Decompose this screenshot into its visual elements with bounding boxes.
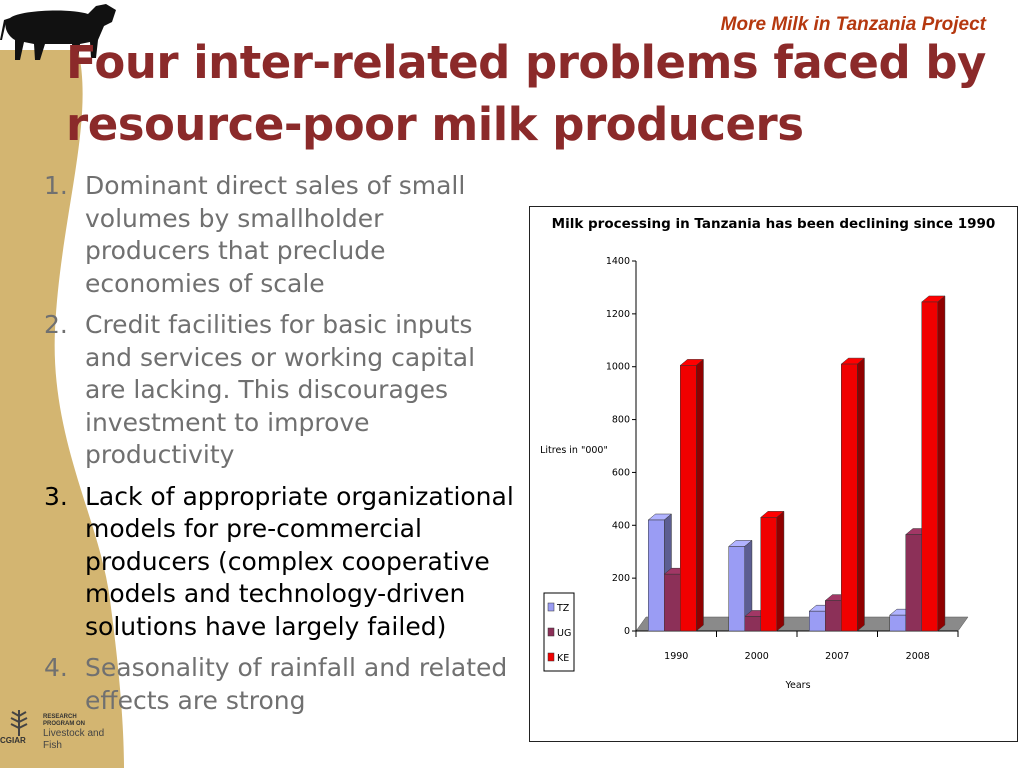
logo-line-3: Livestock and Fish	[43, 728, 105, 751]
bar-UG-2000	[744, 616, 761, 632]
x-category-label: 2008	[906, 651, 930, 662]
chart-plot: 0 200 400 600 800 1000 1200 1400 1990 2000 2007 200…	[540, 256, 969, 691]
bar-side-KE-2008	[937, 295, 946, 632]
problem-text: Credit facilities for basic inputs and s…	[85, 310, 476, 469]
logo-line-2: PROGRAM ON	[43, 721, 85, 727]
bar-KE-1990	[680, 365, 697, 632]
legend-swatch-KE	[547, 652, 555, 662]
problem-number: 2.	[44, 310, 68, 339]
bar-UG-2008	[905, 534, 922, 632]
logo-org: CGIAR	[0, 736, 26, 745]
bar-KE-2000	[760, 517, 777, 632]
problem-item-3: 3. Lack of appropriate organizational mo…	[44, 481, 514, 644]
bar-UG-1990	[664, 573, 681, 632]
tan-side-band	[0, 50, 124, 768]
legend-label-KE: KE	[557, 653, 569, 664]
problem-item-2: 2. Credit facilities for basic inputs an…	[44, 309, 514, 472]
problem-text: Lack of appropriate organizational model…	[85, 481, 514, 641]
problem-item-4: 4. Seasonality of rainfall and related e…	[44, 652, 514, 717]
y-tick-label: 1200	[606, 309, 630, 320]
y-tick-label: 0	[624, 626, 630, 637]
y-tick-label: 600	[612, 467, 630, 478]
milk-processing-chart: Milk processing in Tanzania has been dec…	[529, 206, 1018, 742]
x-axis-title: Years	[784, 680, 810, 691]
problem-list: 1. Dominant direct sales of small volume…	[44, 170, 514, 726]
problem-item-1: 1. Dominant direct sales of small volume…	[44, 170, 514, 300]
legend-swatch-TZ	[547, 602, 555, 612]
legend-swatch-UG	[547, 627, 555, 637]
x-category-label: 2007	[825, 651, 849, 662]
x-category-label: 1990	[664, 651, 688, 662]
bar-side-KE-2007	[857, 357, 865, 632]
problem-text: Seasonality of rainfall and related effe…	[85, 653, 508, 715]
logo-line-1: RESEARCH	[43, 714, 77, 720]
bar-KE-2008	[921, 301, 938, 632]
logo-text: RESEARCH PROGRAM ON Livestock and Fish	[43, 714, 125, 752]
problem-number: 4.	[44, 653, 68, 682]
y-tick-label: 800	[612, 415, 630, 426]
problem-number: 1.	[44, 171, 68, 200]
legend-label-TZ: TZ	[556, 603, 570, 614]
cow-silhouette-icon	[0, 4, 116, 60]
bar-KE-2007	[841, 363, 858, 632]
y-tick-label: 1000	[606, 362, 630, 373]
bar-side-KE-2000	[776, 510, 785, 632]
project-name: More Milk in Tanzania Project	[720, 14, 986, 35]
legend-label-UG: UG	[557, 628, 571, 639]
cgiar-logo: RESEARCH PROGRAM ON Livestock and Fish C…	[0, 706, 125, 752]
bar-TZ-2008	[889, 614, 906, 632]
y-tick-label: 1400	[606, 256, 630, 267]
problem-text: Dominant direct sales of small volumes b…	[85, 171, 466, 298]
bar-TZ-2000	[728, 546, 745, 632]
chart-title: Milk processing in Tanzania has been dec…	[551, 216, 996, 232]
y-tick-label: 400	[612, 520, 630, 531]
y-axis-title: Litres in "000"	[540, 445, 608, 456]
wheat-icon	[10, 710, 28, 736]
problem-number: 3.	[44, 481, 68, 511]
y-tick-label: 200	[612, 573, 630, 584]
slide-title: Four inter-related problems faced by res…	[66, 36, 986, 151]
bar-side-KE-1990	[696, 358, 704, 632]
bar-TZ-1990	[648, 519, 665, 632]
x-category-label: 2000	[745, 651, 769, 662]
bar-UG-2007	[825, 600, 842, 632]
bar-TZ-2007	[809, 610, 826, 632]
